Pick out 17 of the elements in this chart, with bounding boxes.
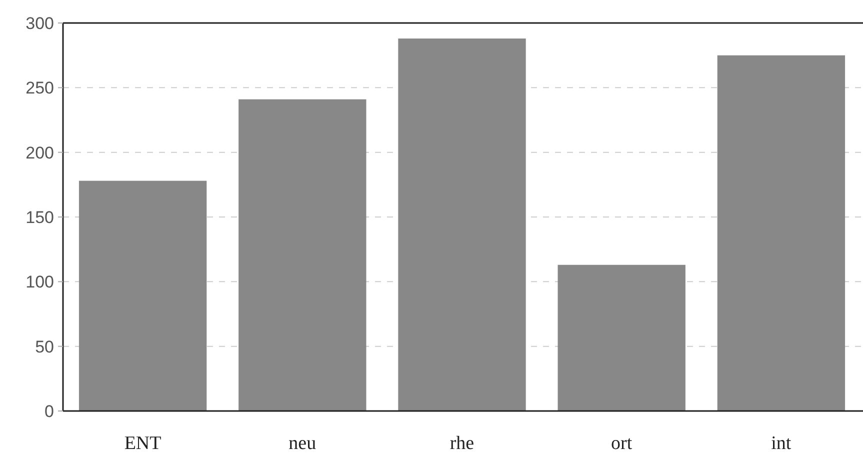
bar	[398, 38, 526, 411]
x-tick-label: neu	[288, 433, 317, 454]
x-tick-label: ort	[611, 433, 633, 454]
bar	[558, 264, 686, 411]
bar	[78, 180, 207, 411]
y-tick-label: 200	[26, 143, 54, 162]
bar	[238, 99, 366, 411]
x-tick-label: ENT	[124, 433, 162, 454]
y-tick-label: 300	[26, 14, 54, 33]
y-tick-label: 150	[26, 208, 54, 227]
y-tick-label: 0	[44, 402, 54, 421]
x-tick-label: rhe	[450, 433, 474, 454]
y-tick-label: 100	[26, 272, 54, 292]
bar	[717, 55, 846, 411]
y-tick-label: 50	[35, 337, 54, 356]
y-tick-label: 250	[26, 78, 54, 98]
x-tick-label: int	[771, 433, 792, 454]
